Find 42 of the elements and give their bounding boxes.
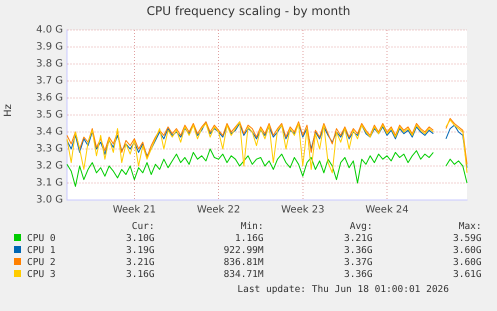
legend-label: CPU 3 <box>26 269 56 281</box>
text: 1.16G <box>234 233 264 245</box>
y-tick-label: 4.0 G <box>36 24 63 36</box>
y-tick-label: 3.8 G <box>36 58 63 70</box>
text: 3.21G <box>343 233 373 245</box>
text: 3.10G <box>125 233 155 245</box>
legend-label: CPU 2 <box>26 257 56 269</box>
legend-label: CPU 1 <box>26 245 56 257</box>
text: 922.99M <box>222 245 264 257</box>
text: 3.19G <box>125 245 155 257</box>
text: 834.71M <box>222 269 264 281</box>
text: 3.60G <box>452 245 482 257</box>
text: 3.59G <box>452 233 482 245</box>
text: 3.36G <box>343 269 373 281</box>
text: Min: <box>240 221 264 233</box>
text: 3.16G <box>125 269 155 281</box>
x-tick-label: Week 23 <box>281 204 324 216</box>
text: 3.60G <box>452 257 482 269</box>
y-tick-label: 3.4 G <box>36 126 63 138</box>
text: 3.37G <box>343 257 373 269</box>
legend-label: CPU 0 <box>26 233 56 245</box>
y-tick-label: 3.6 G <box>36 92 63 104</box>
text: 3.36G <box>343 245 373 257</box>
y-axis-title: Hz <box>2 104 14 117</box>
y-tick-label: 3.9 G <box>36 42 63 53</box>
x-tick-label: Week 22 <box>196 204 240 216</box>
text: Last update: Thu Jun 18 01:00:01 2026 <box>237 284 449 295</box>
text: 3.61G <box>452 269 482 281</box>
y-tick-label: 3.3 G <box>36 144 63 155</box>
y-tick-label: 3.1 G <box>36 178 63 189</box>
text: Cur: <box>130 221 155 233</box>
x-tick-label: Week 24 <box>365 204 409 216</box>
y-tick-label: 3.7 G <box>36 76 63 87</box>
y-tick-label: 3.2 G <box>36 160 63 172</box>
text: 836.81M <box>222 257 264 269</box>
y-tick-label: 3.0 G <box>36 194 63 206</box>
text: Max: <box>458 221 482 233</box>
text: Avg: <box>348 221 373 233</box>
chart-title: CPU frequency scaling - by month <box>146 4 352 18</box>
text: 3.21G <box>125 257 155 269</box>
x-tick-label: Week 21 <box>112 204 156 216</box>
y-tick-label: 3.5 G <box>36 110 63 121</box>
